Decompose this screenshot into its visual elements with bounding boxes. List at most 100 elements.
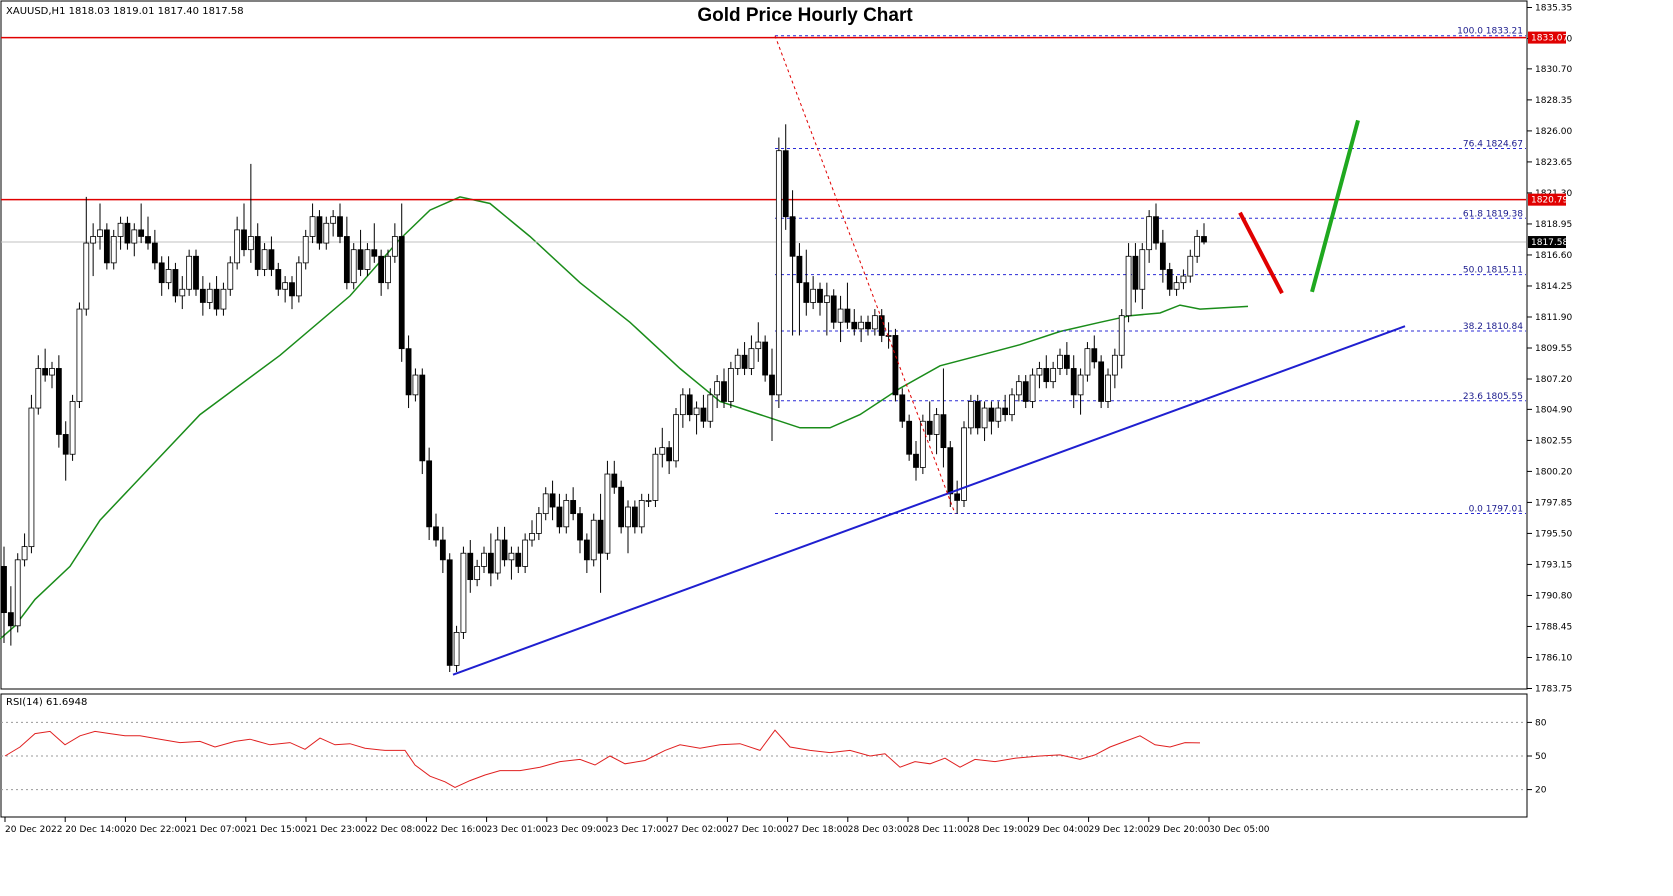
candlestick — [734, 348, 741, 376]
bullish-candle-body — [625, 506, 631, 528]
bullish-candle-body — [69, 401, 76, 455]
candlestick — [1180, 269, 1187, 290]
bullish-candle-body — [474, 566, 481, 581]
candlestick — [1118, 309, 1125, 369]
bearish-candle-body — [378, 255, 385, 284]
candlestick — [1166, 262, 1173, 296]
rsi-label: RSI(14) 61.6948 — [6, 697, 87, 708]
y-tick-label: 1783.75 — [1535, 685, 1572, 695]
candlestick — [645, 493, 652, 508]
candlestick — [1, 546, 7, 643]
candlestick — [782, 124, 789, 230]
y-tick-label: 1814.25 — [1535, 282, 1572, 292]
x-tick-label: 23 Dec 17:00 — [607, 825, 668, 835]
bullish-candle-body — [679, 394, 686, 416]
bearish-candle-body — [878, 315, 885, 336]
candlestick — [1194, 229, 1201, 263]
bullish-candle-body — [961, 427, 967, 501]
candlestick — [446, 553, 453, 673]
candlestick — [247, 163, 254, 263]
candlestick — [563, 493, 570, 534]
candlestick — [268, 236, 275, 277]
bearish-candle-body — [7, 612, 14, 627]
bearish-candle-body — [1002, 407, 1009, 416]
bearish-candle-body — [501, 539, 508, 561]
bearish-candle-body — [213, 288, 220, 310]
y-tick-label: 1793.15 — [1535, 560, 1572, 570]
fib-level-label: 61.8 1819.38 — [1463, 209, 1523, 219]
candlestick — [830, 289, 837, 329]
candlestick — [337, 203, 343, 244]
candlestick — [933, 408, 940, 455]
bearish-candle-body — [570, 500, 577, 515]
candlestick — [460, 546, 467, 640]
candlestick — [1173, 276, 1180, 296]
candlestick — [638, 493, 645, 534]
bullish-candle-body — [1057, 354, 1063, 369]
candlestick — [570, 487, 577, 521]
bullish-candle-body — [364, 249, 371, 270]
candlestick — [7, 586, 14, 646]
candlestick — [1201, 223, 1207, 245]
bearish-candle-body — [1132, 255, 1139, 290]
candlestick — [124, 216, 131, 250]
bullish-candle-body — [1118, 315, 1125, 356]
candlestick — [62, 421, 69, 481]
bearish-candle-body — [193, 255, 199, 290]
bullish-candle-body — [919, 420, 926, 468]
candlestick — [871, 309, 878, 336]
candlestick — [693, 401, 700, 435]
candlestick — [625, 500, 631, 554]
candlestick — [21, 533, 28, 567]
candlestick — [186, 249, 193, 296]
y-tick-label: 1786.10 — [1535, 653, 1572, 663]
candlestick — [727, 361, 734, 409]
bullish-candle-body — [1139, 249, 1146, 290]
bearish-candle-body — [357, 249, 364, 270]
bullish-candle-body — [1125, 255, 1132, 317]
bearish-candle-body — [426, 460, 433, 528]
candlestick — [707, 388, 714, 428]
bearish-candle-body — [899, 394, 906, 422]
x-tick-label: 30 Dec 05:00 — [1209, 825, 1270, 835]
candlestick — [577, 507, 583, 554]
candlestick — [1057, 348, 1063, 376]
candlestick — [1015, 375, 1022, 402]
bullish-candle-body — [1105, 374, 1111, 402]
candlestick — [1098, 355, 1105, 409]
bearish-candle-body — [913, 453, 919, 468]
candlestick — [837, 295, 844, 343]
candlestick — [974, 394, 981, 435]
candlestick — [295, 256, 302, 303]
bearish-candle-body — [1, 566, 7, 614]
bullish-candle-body — [35, 368, 42, 409]
bearish-candle-body — [371, 249, 378, 257]
bullish-candle-body — [247, 236, 254, 251]
y-tick-label: 1795.50 — [1535, 529, 1572, 539]
candlestick — [1105, 368, 1111, 409]
candlestick — [419, 368, 426, 475]
bullish-candle-body — [775, 150, 782, 396]
bullish-candle-body — [1029, 374, 1036, 402]
projection-up-arrow — [1310, 119, 1360, 293]
y-tick-label: 1828.35 — [1535, 96, 1572, 106]
candlestick — [371, 223, 378, 263]
candlestick — [666, 441, 673, 475]
candlestick — [28, 394, 35, 554]
candlestick — [55, 355, 62, 448]
candlestick — [412, 368, 419, 402]
candlestick — [193, 249, 199, 296]
bullish-candle-body — [282, 282, 289, 290]
symbol-info: XAUUSD,H1 1818.03 1819.01 1817.40 1817.5… — [6, 6, 244, 17]
candlestick — [275, 262, 282, 296]
candlestick — [467, 540, 474, 593]
bullish-candle-body — [604, 473, 611, 554]
bearish-candle-body — [926, 420, 933, 435]
candlestick — [789, 190, 796, 336]
candlestick — [391, 223, 398, 263]
candlestick — [1159, 229, 1166, 283]
y-tick-label: 1809.55 — [1535, 344, 1572, 354]
candlestick — [234, 216, 241, 270]
candlestick — [892, 328, 899, 402]
